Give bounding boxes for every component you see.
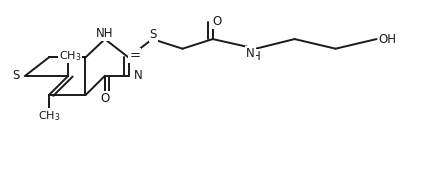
Text: S: S — [149, 28, 157, 41]
Text: N: N — [246, 47, 255, 60]
Text: CH$_3$: CH$_3$ — [38, 109, 60, 123]
Text: CH$_3$: CH$_3$ — [59, 49, 82, 63]
Text: H: H — [251, 49, 260, 62]
Text: S: S — [12, 69, 19, 82]
Text: O: O — [100, 92, 109, 105]
Text: =: = — [129, 49, 140, 62]
Text: O: O — [212, 15, 222, 28]
Text: NH: NH — [96, 27, 114, 40]
Text: N: N — [134, 69, 142, 82]
Text: OH: OH — [378, 33, 396, 46]
